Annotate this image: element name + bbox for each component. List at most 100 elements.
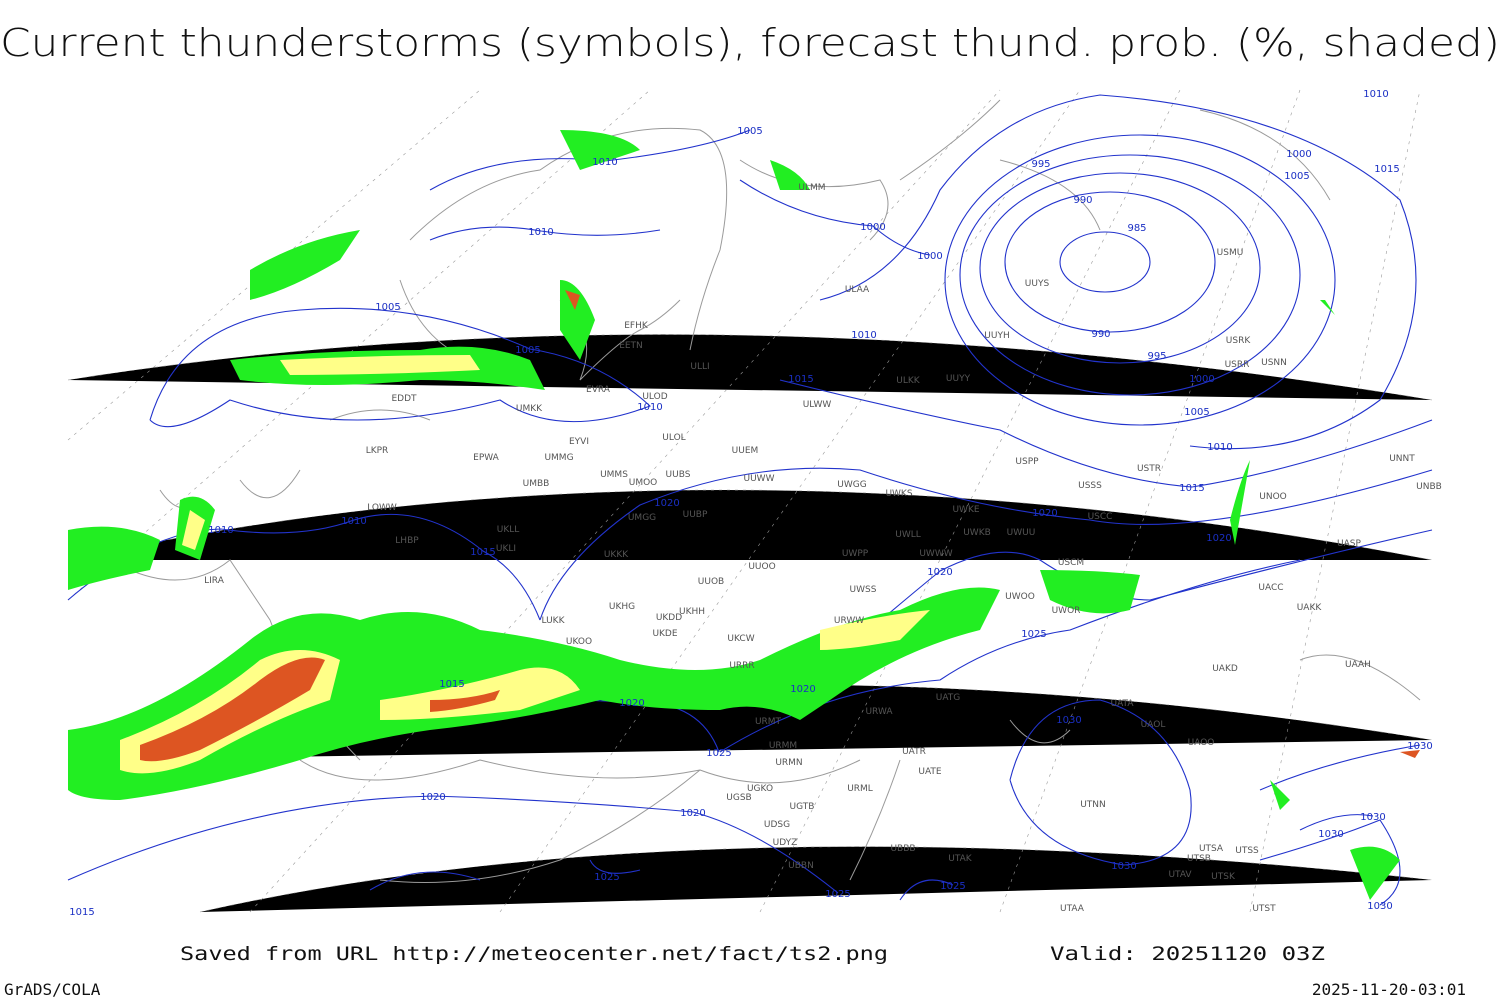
isobar-label: 1020: [619, 698, 644, 709]
station-label: UTSK: [1211, 872, 1236, 882]
station-label: UUYY: [946, 374, 971, 384]
station-label: UUYS: [1025, 279, 1050, 289]
station-label: UKCW: [727, 634, 754, 644]
isobar-label: 1010: [208, 525, 233, 536]
isobar-label: 1010: [637, 402, 662, 413]
station-label: UWKE: [952, 505, 979, 515]
station-label: URWW: [834, 616, 864, 626]
station-label: UNNT: [1389, 454, 1415, 464]
isobar-label: 985: [1127, 223, 1146, 234]
station-label: USCC: [1088, 512, 1113, 522]
station-label: UKLI: [496, 544, 516, 554]
isobar-label: 1010: [528, 227, 553, 238]
station-label: EPWA: [473, 453, 500, 463]
isobar-label: 1010: [1363, 89, 1388, 100]
station-label: USSS: [1078, 481, 1102, 491]
station-label: ULAA: [845, 285, 870, 295]
station-label: UKOO: [566, 637, 592, 647]
software: GrADS/COLA: [4, 980, 101, 999]
station-label: UGKO: [747, 784, 773, 794]
station-label: UTNN: [1080, 800, 1106, 810]
station-label: EFHK: [624, 321, 649, 331]
station-label: USNN: [1261, 358, 1287, 368]
station-label: UDSG: [764, 820, 790, 830]
station-label: UUOB: [698, 577, 724, 587]
isobar-label: 990: [1091, 329, 1110, 340]
isobar-label: 1010: [592, 157, 617, 168]
station-label: UUEM: [732, 446, 759, 456]
isobar-label: 1000: [917, 251, 942, 262]
coastlines: [109, 99, 1421, 883]
station-label: UWOO: [1005, 592, 1035, 602]
station-label: URRR: [729, 661, 754, 671]
valid-time: Valid: 20251120 03Z: [1050, 943, 1325, 965]
station-label: ULLI: [690, 362, 709, 372]
isobar-label: 1005: [515, 345, 540, 356]
station-label: UAOO: [1188, 738, 1215, 748]
station-label: UAOL: [1141, 720, 1166, 730]
station-label: UGSB: [726, 793, 751, 803]
isobar-label: 1005: [737, 126, 762, 137]
station-label: UTAK: [948, 854, 973, 864]
station-label: LHBP: [395, 536, 419, 546]
isobar-label: 1030: [1407, 741, 1432, 752]
station-label: UWKB: [963, 528, 991, 538]
station-label: UWKS: [885, 489, 912, 499]
isobar-label: 1020: [420, 792, 445, 803]
station-label: UUBP: [683, 510, 708, 520]
station-label: UDYZ: [773, 838, 798, 848]
source-url: Saved from URL http://meteocenter.net/fa…: [180, 943, 888, 965]
isobar-label: 990: [1073, 195, 1092, 206]
isobar-label: 1015: [439, 679, 464, 690]
station-label: UWSS: [850, 585, 877, 595]
isobar-label: 1030: [1318, 829, 1343, 840]
isobars: [67, 94, 1433, 906]
station-label: UNOO: [1259, 492, 1287, 502]
station-label: UASP: [1337, 539, 1361, 549]
station-label: ULMM: [798, 183, 825, 193]
station-label: URMN: [775, 758, 802, 768]
isobar-label: 1015: [788, 374, 813, 385]
station-label: UKKK: [604, 550, 629, 560]
station-label: UTSS: [1235, 846, 1259, 856]
station-label: UWUU: [1007, 528, 1036, 538]
isobar-label: 1030: [1360, 812, 1385, 823]
station-label: ULWW: [803, 400, 832, 410]
station-label: UUYH: [984, 331, 1009, 341]
station-label: EDDT: [391, 394, 417, 404]
station-label: EYVI: [569, 437, 589, 447]
isobar-label: 1005: [375, 302, 400, 313]
station-label: URMM: [769, 741, 797, 751]
station-label: UACC: [1258, 583, 1283, 593]
station-label: UATG: [936, 693, 961, 703]
station-label: USCM: [1058, 558, 1084, 568]
station-label: UKHH: [679, 607, 705, 617]
station-label: UKDE: [652, 629, 677, 639]
station-label: LIRA: [204, 576, 225, 586]
station-label: ULOL: [662, 433, 685, 443]
isobar-label: 1030: [1111, 861, 1136, 872]
station-label: LKPR: [366, 446, 389, 456]
station-label: EETN: [619, 341, 643, 351]
station-label: URWA: [865, 707, 893, 717]
station-label: UAKK: [1297, 603, 1323, 613]
station-label: UTSB: [1187, 854, 1211, 864]
station-label: UBBB: [890, 844, 915, 854]
isobar-label: 995: [1147, 351, 1166, 362]
isobar-label: 1030: [1056, 715, 1081, 726]
station-label: UWWW: [919, 549, 952, 559]
station-label: UTAA: [1060, 904, 1085, 914]
isobar-label: 1015: [470, 547, 495, 558]
station-label: UKHG: [609, 602, 635, 612]
station-label: UAKD: [1212, 664, 1238, 674]
station-label: UMOO: [629, 478, 658, 488]
isobar-label: 1020: [927, 567, 952, 578]
isobar-label: 1000: [860, 222, 885, 233]
isobar-labels: 1005 1010 1010 1000 1000 995 990 985 990 995 1000 1…: [69, 89, 1432, 918]
isobar-label: 1025: [1021, 629, 1046, 640]
station-label: UWOR: [1052, 606, 1081, 616]
station-label: UATE: [918, 767, 942, 777]
station-label: LOWW: [367, 503, 397, 513]
station-label: EVRA: [586, 385, 611, 395]
